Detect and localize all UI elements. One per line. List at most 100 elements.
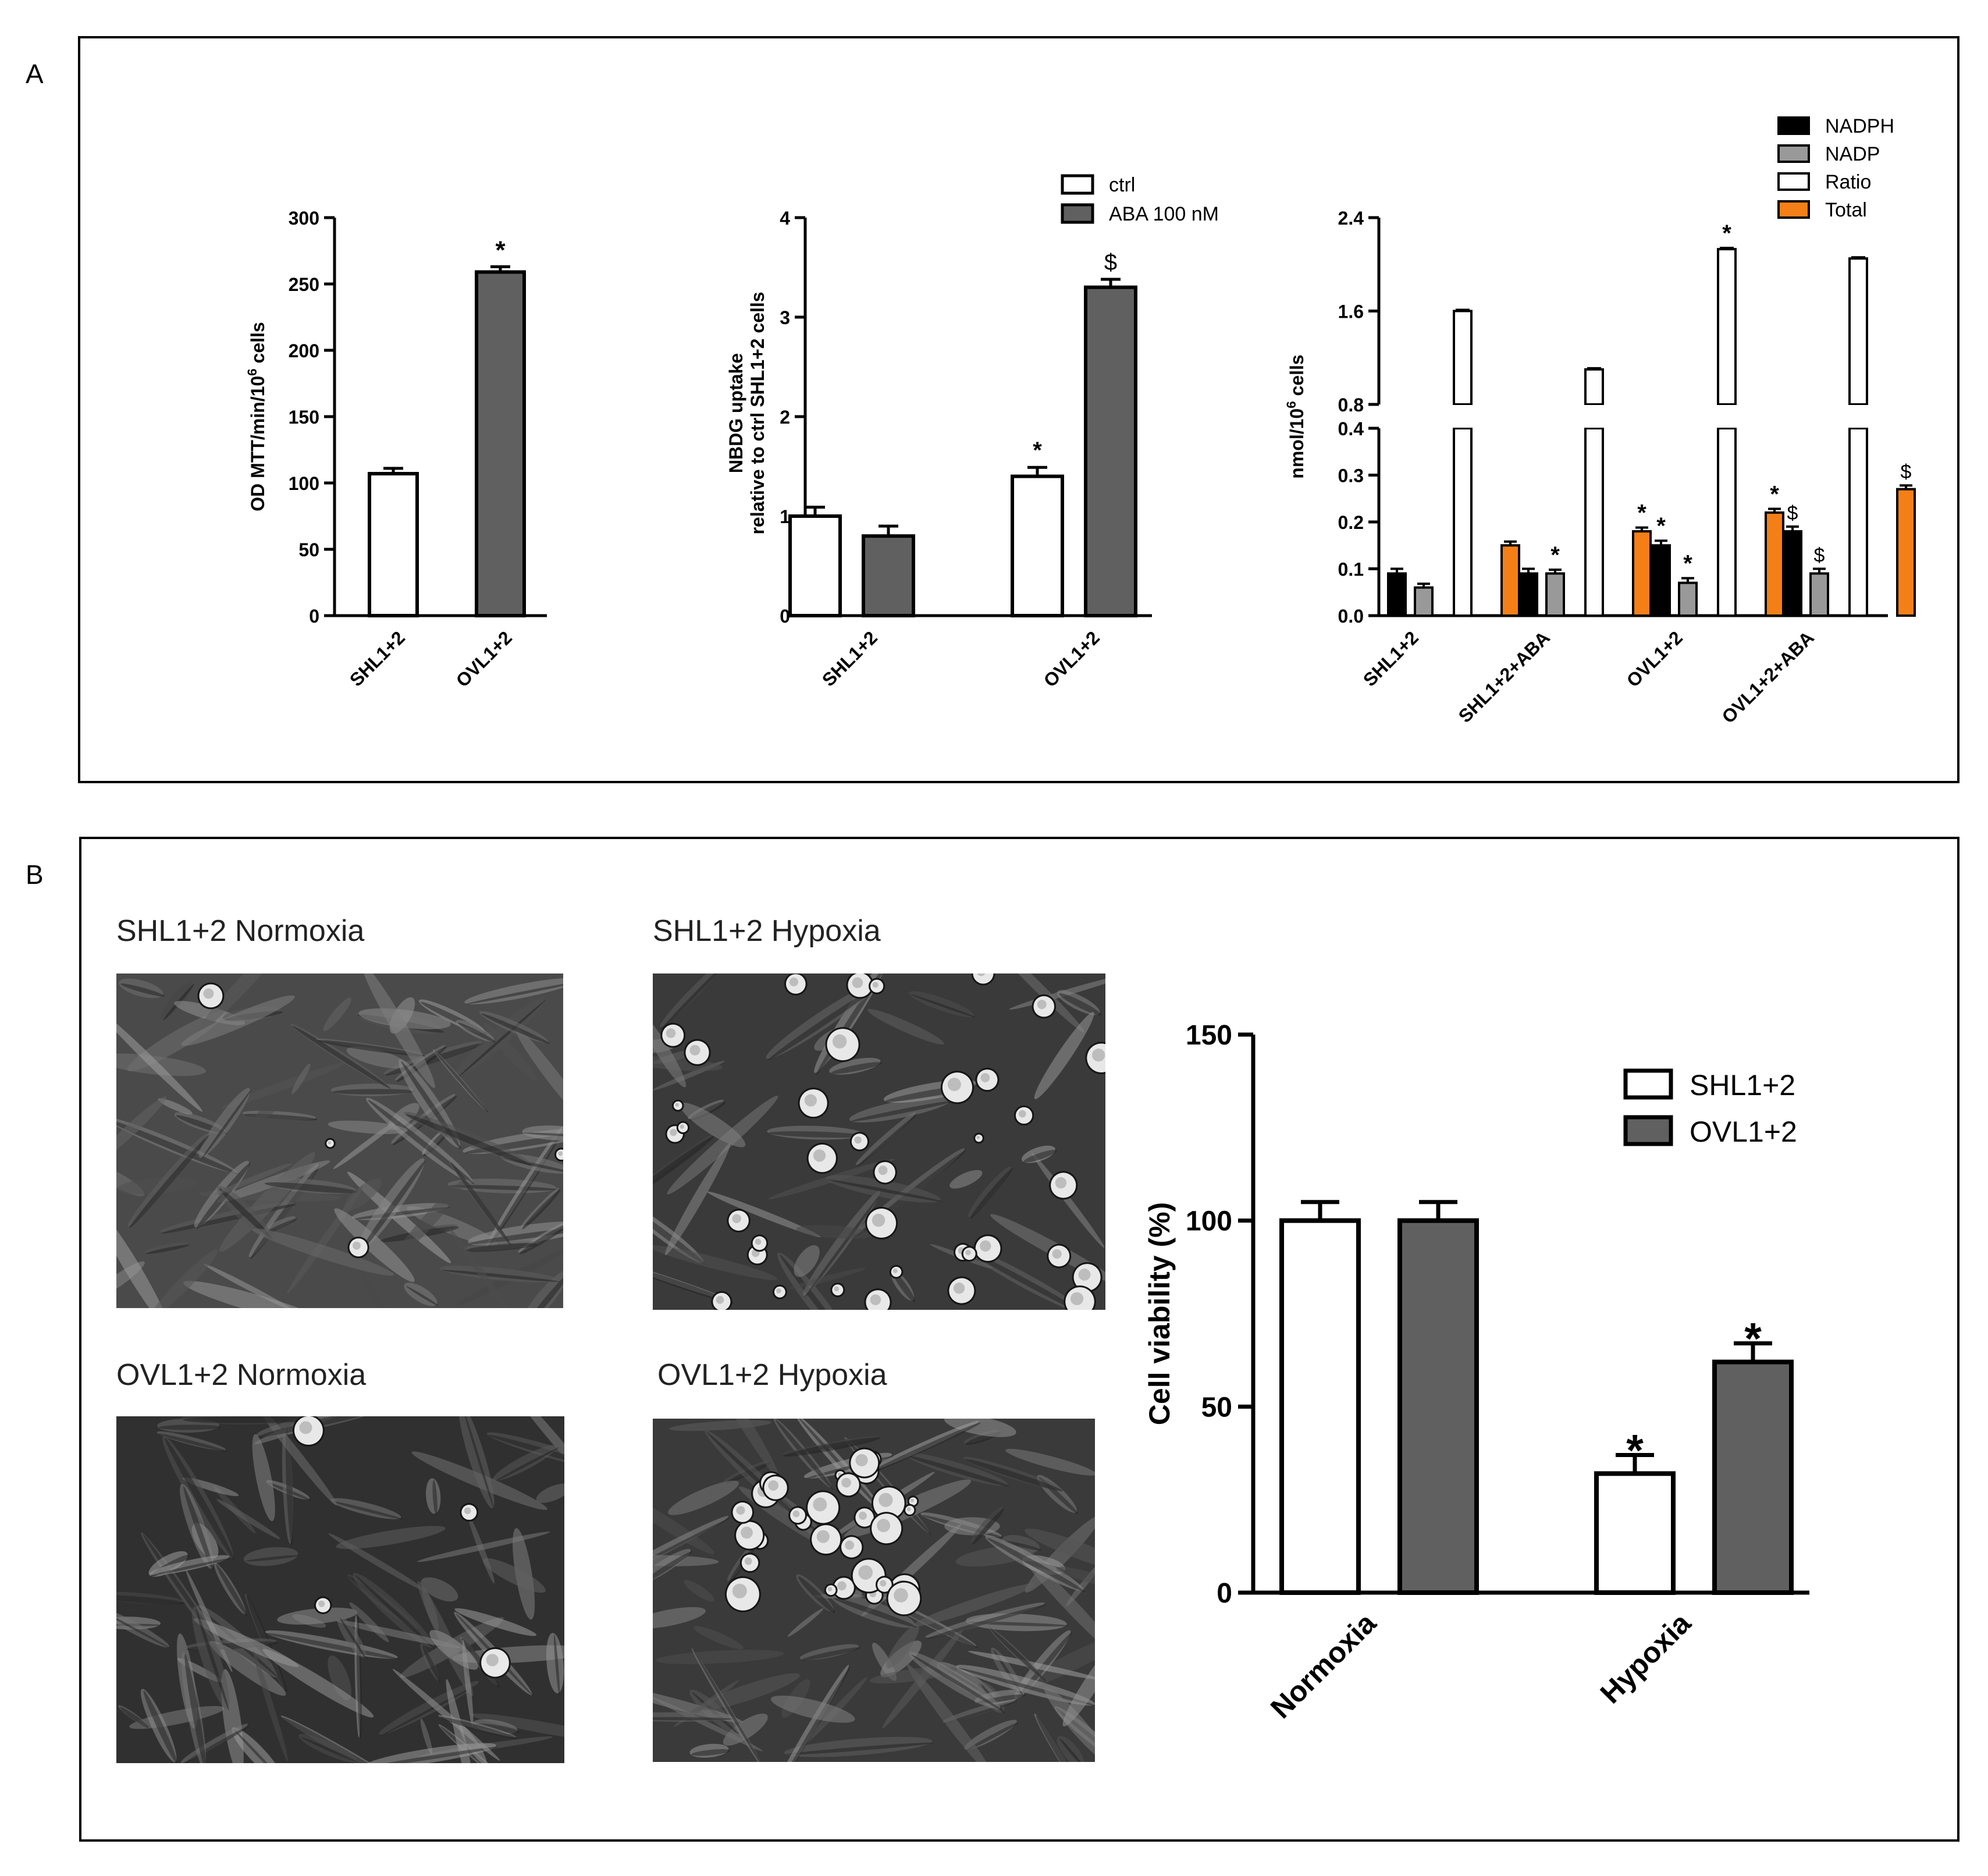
c4-legend-swatch-1	[1623, 1115, 1673, 1146]
c3-xtick-label: OVL1+2	[1623, 627, 1687, 691]
c4-bar-shl	[1279, 1218, 1361, 1596]
c1-ytick-label: 250	[289, 274, 319, 295]
c3-legend-label-3: Total	[1825, 199, 1867, 221]
c1-y-axis-label: OD MTT/min/106 cells	[245, 322, 268, 511]
c1-ytick-label: 200	[289, 340, 319, 361]
c3-error-bar	[1635, 526, 1648, 532]
c3-ytick-label: 0.3	[1338, 466, 1364, 486]
c3-bar-ratio	[1584, 367, 1605, 617]
c1-xtick-label: SHL1+2	[346, 627, 409, 690]
c1-xtick-label: OVL1+2	[452, 627, 516, 691]
c4-legend-swatch-0	[1623, 1068, 1673, 1100]
c4-error-bar	[1616, 1452, 1654, 1474]
c3-error-bar	[1655, 539, 1667, 546]
c2-significance-mark: *	[1033, 438, 1042, 463]
c2-bar-aba	[1084, 285, 1137, 617]
c3-bar-nadp	[1678, 581, 1698, 617]
c2-error-bar	[879, 524, 898, 536]
c3-xtick-label: SHL1+2	[1359, 627, 1422, 690]
c2-error-bar	[805, 506, 825, 516]
c1-ytick-label: 50	[298, 539, 319, 560]
c3-significance-mark: $	[1787, 502, 1798, 524]
c3-ytick-label: 2.4	[1338, 208, 1364, 229]
c3-significance-mark: *	[1683, 551, 1692, 577]
c3-legend-label-0: NADPH	[1825, 115, 1894, 137]
c3-bar-nadph	[1783, 530, 1802, 617]
c1-ytick-label: 0	[309, 606, 319, 627]
c2-ytick-label: 1	[780, 506, 790, 527]
c1-error-bar	[490, 265, 510, 272]
c3-bar-nadph	[1518, 572, 1538, 617]
c3-bar-total	[1500, 544, 1520, 617]
c3-ytick-label: 0.1	[1338, 559, 1364, 580]
c3-error-bar	[1681, 577, 1694, 583]
c3-bar-ratio	[1848, 256, 1869, 617]
c4-ytick-label: 150	[1186, 1020, 1232, 1051]
c3-error-bar	[1900, 484, 1912, 489]
c3-bar-nadph	[1387, 572, 1407, 617]
c4-xtick-label: Hypoxia	[1594, 1606, 1698, 1710]
c2-y-axis-label: NBDG uptakerelative to ctrl SHL1+2 cells	[726, 292, 768, 534]
c4-xtick-label: Normoxia	[1264, 1606, 1383, 1725]
c2-legend-label-1: ABA 100 nM	[1109, 203, 1219, 225]
c3-legend-swatch-0	[1777, 116, 1810, 135]
c3-error-bar	[1390, 567, 1403, 574]
c3-significance-mark: *	[1770, 481, 1779, 507]
c3-bar-nadp	[1414, 586, 1434, 617]
c2-error-bar	[1027, 466, 1047, 477]
c3-bar-nadp	[1809, 572, 1829, 617]
c3-bar-ratio	[1716, 247, 1737, 617]
c2-legend-swatch-0	[1061, 174, 1094, 195]
c3-error-bar	[1522, 567, 1535, 574]
c3-ytick-label: 0.8	[1338, 395, 1364, 415]
panel-b-label: B	[26, 859, 44, 890]
c4-error-bar	[1419, 1200, 1457, 1221]
c3-bar-nadp	[1545, 572, 1565, 617]
c3-legend-label-1: NADP	[1825, 143, 1880, 165]
c2-legend-swatch-1	[1061, 203, 1094, 224]
c3-error-bar	[1417, 582, 1430, 588]
c3-legend-swatch-2	[1777, 172, 1810, 191]
c2-xtick-label: SHL1+2	[818, 627, 881, 690]
c3-ytick-label: 0.0	[1338, 606, 1364, 627]
c3-significance-mark: $	[1814, 545, 1825, 567]
c3-significance-mark: *	[1656, 513, 1666, 539]
c4-ytick-label: 0	[1217, 1578, 1232, 1609]
micrograph-title-shl-normoxia: SHL1+2 Normoxia	[116, 914, 365, 948]
c1-bar	[475, 270, 526, 618]
c1-error-bar	[383, 467, 403, 474]
c4-y-axis-label: Cell viability (%)	[1143, 1202, 1176, 1425]
c1-ytick-label: 150	[289, 407, 319, 428]
micrograph-shl-normoxia	[116, 973, 563, 1308]
c3-bar-nadph	[1651, 544, 1671, 617]
panel-b-frame	[79, 837, 1959, 1842]
c4-bar-ovl	[1712, 1359, 1794, 1595]
c4-error-bar	[1734, 1341, 1772, 1362]
c2-xtick-label: OVL1+2	[1040, 627, 1104, 691]
c2-ytick-label: 3	[780, 307, 790, 328]
c3-bar-total	[1632, 530, 1652, 617]
c3-significance-mark: *	[1722, 221, 1731, 246]
c3-bar-total	[1765, 511, 1784, 617]
c2-bar-ctrl	[788, 514, 842, 617]
c4-error-bar	[1301, 1200, 1339, 1221]
c4-significance-mark: *	[1744, 1314, 1762, 1364]
c3-ytick-label: 1.6	[1338, 301, 1364, 322]
c4-significance-mark: *	[1626, 1426, 1644, 1475]
c3-error-bar	[1768, 507, 1781, 513]
c3-xtick-label: OVL1+2+ABA	[1717, 627, 1818, 727]
c3-bar-total	[1896, 488, 1916, 617]
micrograph-shl-hypoxia	[653, 973, 1105, 1310]
c4-ytick-label: 50	[1201, 1392, 1232, 1423]
c3-error-bar	[1549, 569, 1562, 574]
c1-bar	[368, 472, 419, 617]
c2-error-bar	[1101, 278, 1121, 287]
c3-bar-ratio	[1452, 308, 1473, 617]
c4-legend-label-1: OVL1+2	[1690, 1115, 1797, 1148]
c4-bar-shl	[1594, 1471, 1676, 1595]
c3-legend-swatch-3	[1777, 200, 1810, 219]
c1-significance-mark: *	[495, 236, 506, 264]
c2-ytick-label: 2	[780, 407, 790, 428]
c3-error-bar	[1786, 525, 1799, 532]
